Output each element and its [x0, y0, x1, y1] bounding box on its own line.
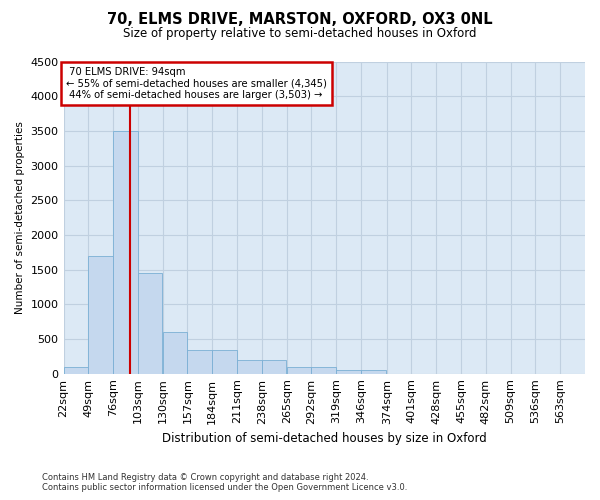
Bar — [262, 360, 286, 374]
Bar — [361, 370, 386, 374]
Bar — [212, 350, 237, 374]
Y-axis label: Number of semi-detached properties: Number of semi-detached properties — [15, 121, 25, 314]
Bar — [138, 273, 163, 374]
Bar — [237, 360, 262, 374]
Text: 70 ELMS DRIVE: 94sqm
← 55% of semi-detached houses are smaller (4,345)
 44% of s: 70 ELMS DRIVE: 94sqm ← 55% of semi-detac… — [66, 67, 327, 100]
X-axis label: Distribution of semi-detached houses by size in Oxford: Distribution of semi-detached houses by … — [162, 432, 487, 445]
Bar — [113, 131, 137, 374]
Bar — [88, 256, 113, 374]
Bar — [163, 332, 187, 374]
Bar — [336, 370, 361, 374]
Bar — [187, 350, 212, 374]
Bar — [287, 368, 311, 374]
Bar — [64, 366, 88, 374]
Text: Contains HM Land Registry data © Crown copyright and database right 2024.
Contai: Contains HM Land Registry data © Crown c… — [42, 473, 407, 492]
Bar — [311, 368, 336, 374]
Text: 70, ELMS DRIVE, MARSTON, OXFORD, OX3 0NL: 70, ELMS DRIVE, MARSTON, OXFORD, OX3 0NL — [107, 12, 493, 28]
Text: Size of property relative to semi-detached houses in Oxford: Size of property relative to semi-detach… — [123, 28, 477, 40]
